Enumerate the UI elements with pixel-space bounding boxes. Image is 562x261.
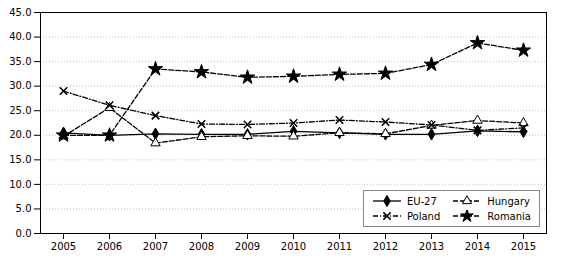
- svg-text:0.0: 0.0: [16, 228, 32, 239]
- svg-text:2005: 2005: [51, 241, 76, 252]
- svg-text:20.0: 20.0: [9, 129, 31, 140]
- svg-text:2009: 2009: [235, 241, 260, 252]
- svg-text:2012: 2012: [373, 241, 398, 252]
- svg-text:2014: 2014: [465, 241, 490, 252]
- html-text:Hungary: Hungary: [487, 195, 530, 207]
- html-text:Romania: Romania: [487, 210, 531, 222]
- svg-text:25.0: 25.0: [9, 105, 31, 116]
- svg-text:2011: 2011: [327, 241, 352, 252]
- svg-text:10.0: 10.0: [9, 179, 31, 190]
- svg-text:30.0: 30.0: [9, 80, 31, 91]
- svg-text:2013: 2013: [419, 241, 444, 252]
- html-text:EU-27: EU-27: [406, 195, 437, 207]
- svg-text:45.0: 45.0: [9, 7, 31, 18]
- svg-text:5.0: 5.0: [16, 203, 32, 214]
- svg-text:2007: 2007: [143, 241, 168, 252]
- svg-text:15.0: 15.0: [9, 154, 31, 165]
- svg-text:2015: 2015: [511, 241, 536, 252]
- svg-text:2008: 2008: [189, 241, 214, 252]
- svg-text:40.0: 40.0: [9, 31, 31, 42]
- svg-text:35.0: 35.0: [9, 56, 31, 67]
- html-text:Poland: Poland: [406, 210, 441, 222]
- svg-text:2010: 2010: [281, 241, 306, 252]
- svg-text:2006: 2006: [97, 241, 122, 252]
